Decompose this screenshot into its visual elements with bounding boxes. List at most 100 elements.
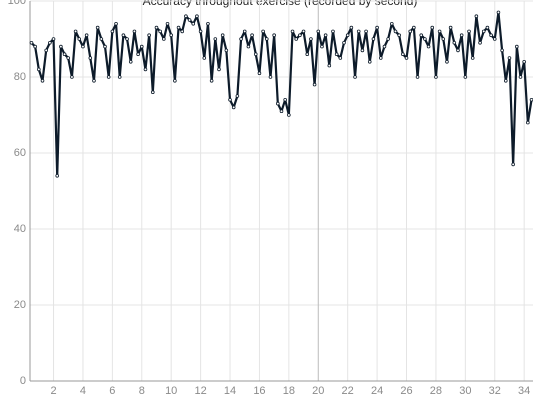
point <box>162 37 166 41</box>
point <box>217 67 221 72</box>
point <box>103 44 107 49</box>
point <box>320 44 324 49</box>
point <box>353 75 357 79</box>
point <box>518 75 523 79</box>
point <box>511 162 515 167</box>
point <box>481 29 486 34</box>
point <box>184 14 188 19</box>
point <box>526 120 530 125</box>
point <box>356 29 361 34</box>
x-tick-label: 24 <box>371 385 383 397</box>
point <box>121 33 126 37</box>
point <box>419 33 424 37</box>
x-tick-label: 12 <box>194 385 206 397</box>
point <box>478 40 482 45</box>
point <box>195 14 199 19</box>
point <box>467 29 471 34</box>
point <box>401 52 405 56</box>
point <box>412 25 416 30</box>
point <box>125 37 129 41</box>
x-tick-label: 34 <box>518 385 530 397</box>
x-tick-label: 14 <box>224 385 236 397</box>
point <box>298 33 302 37</box>
point <box>198 29 203 34</box>
point <box>92 79 96 83</box>
point <box>287 113 291 117</box>
point <box>367 59 372 64</box>
y-tick-label: 80 <box>14 71 26 83</box>
point <box>70 75 74 79</box>
point <box>334 52 339 56</box>
point <box>382 44 387 49</box>
point <box>158 29 162 34</box>
point <box>106 75 111 79</box>
point <box>364 29 368 34</box>
point <box>378 56 383 60</box>
point <box>316 29 321 34</box>
point <box>139 44 144 49</box>
point <box>522 59 526 64</box>
point <box>117 75 122 79</box>
point <box>84 33 89 37</box>
point <box>257 71 262 75</box>
series-line <box>30 11 533 177</box>
point <box>95 25 100 30</box>
point <box>463 75 468 79</box>
point <box>231 105 236 110</box>
point <box>242 29 247 34</box>
point <box>132 29 137 34</box>
point <box>489 33 493 37</box>
point <box>452 40 457 45</box>
y-tick-label: 0 <box>20 375 26 387</box>
point <box>44 48 48 53</box>
point <box>492 37 497 41</box>
point <box>77 37 82 41</box>
y-tick-label: 40 <box>14 223 26 235</box>
x-tick-label: 32 <box>489 385 501 397</box>
point <box>393 29 398 34</box>
point <box>206 21 210 26</box>
point <box>55 174 60 178</box>
point <box>408 29 412 34</box>
point <box>437 29 442 34</box>
x-tick-label: 28 <box>430 385 442 397</box>
point <box>371 37 376 41</box>
point <box>213 37 218 41</box>
point <box>415 75 420 79</box>
point <box>165 21 170 26</box>
point <box>176 25 181 30</box>
x-tick-label: 4 <box>80 385 86 397</box>
point <box>386 37 390 41</box>
point <box>500 48 504 53</box>
point <box>33 44 37 49</box>
point <box>441 37 446 41</box>
point <box>448 25 453 30</box>
point <box>445 59 449 64</box>
point <box>309 37 313 41</box>
point <box>246 44 251 49</box>
point <box>290 29 295 34</box>
point <box>507 56 512 60</box>
chart-title: Accuracy throughout exercise (recorded b… <box>143 0 418 8</box>
x-tick-label: 16 <box>253 385 265 397</box>
point <box>40 79 45 83</box>
x-tick-label: 20 <box>312 385 324 397</box>
point <box>261 29 265 34</box>
point <box>470 56 475 60</box>
point <box>154 25 159 30</box>
point <box>143 67 148 72</box>
point <box>423 37 427 41</box>
point <box>88 56 93 60</box>
point <box>209 79 214 83</box>
point <box>456 48 460 53</box>
point <box>51 37 56 41</box>
point <box>29 40 34 45</box>
x-tick-label: 8 <box>139 385 145 397</box>
point <box>294 37 299 41</box>
point <box>81 44 85 49</box>
point <box>239 37 243 41</box>
point <box>279 109 284 113</box>
point <box>235 94 240 98</box>
x-tick-label: 10 <box>165 385 177 397</box>
point <box>459 33 464 37</box>
